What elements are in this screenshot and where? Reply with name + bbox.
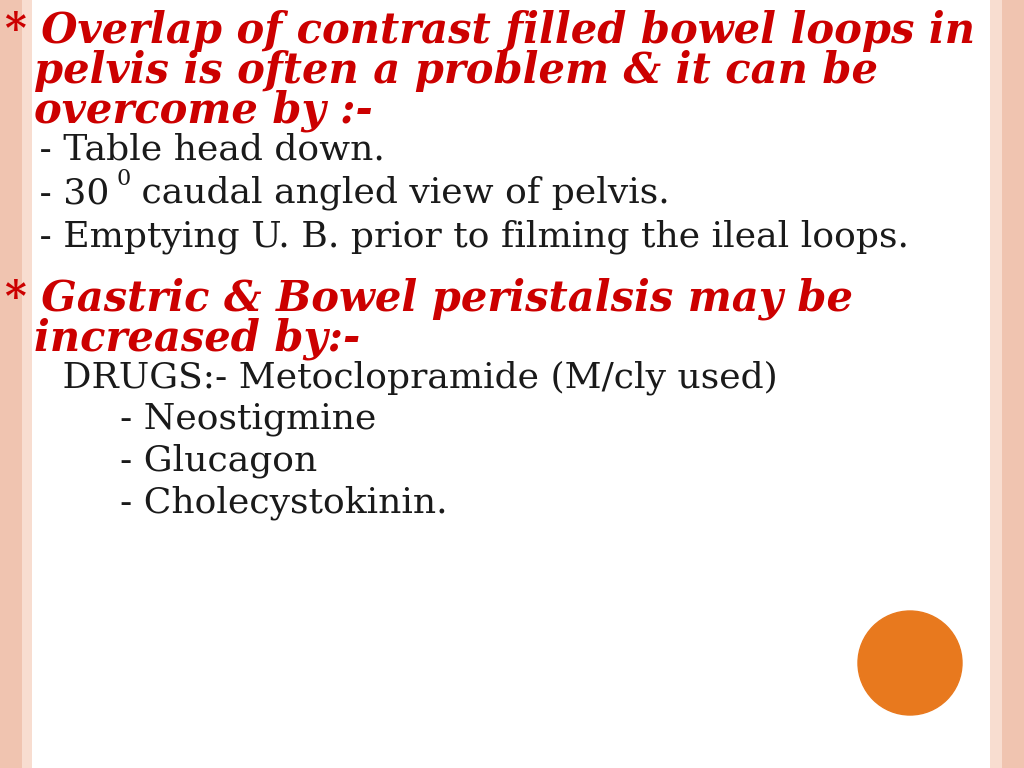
Text: - Emptying U. B. prior to filming the ileal loops.: - Emptying U. B. prior to filming the il…: [5, 219, 909, 253]
Text: - Glucagon: - Glucagon: [5, 444, 317, 478]
Text: pelvis is often a problem & it can be: pelvis is often a problem & it can be: [5, 50, 878, 92]
Text: caudal angled view of pelvis.: caudal angled view of pelvis.: [130, 176, 670, 210]
Bar: [22, 0, 32, 768]
Text: overcome by :-: overcome by :-: [5, 90, 373, 133]
Bar: [1002, 0, 1024, 768]
Text: * Gastric & Bowel peristalsis may be: * Gastric & Bowel peristalsis may be: [5, 278, 853, 320]
Text: - 30: - 30: [5, 176, 110, 210]
Text: increased by:-: increased by:-: [5, 318, 360, 360]
Text: * Overlap of contrast filled bowel loops in: * Overlap of contrast filled bowel loops…: [5, 10, 975, 52]
Text: - Table head down.: - Table head down.: [5, 133, 385, 167]
Text: - Cholecystokinin.: - Cholecystokinin.: [5, 486, 447, 521]
Bar: [990, 0, 1002, 768]
Text: - Neostigmine: - Neostigmine: [5, 402, 377, 436]
Bar: [0, 0, 22, 768]
Text: 0: 0: [117, 168, 131, 190]
Circle shape: [858, 611, 962, 715]
Text: DRUGS:- Metoclopramide (M/cly used): DRUGS:- Metoclopramide (M/cly used): [5, 360, 778, 395]
